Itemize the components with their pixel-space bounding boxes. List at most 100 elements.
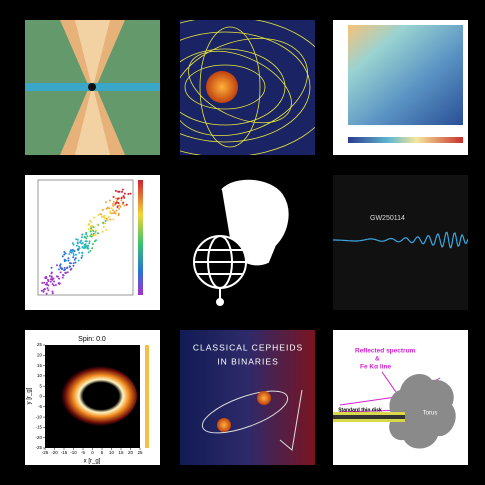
scatter-dot bbox=[117, 190, 120, 193]
scatter-dot bbox=[89, 225, 92, 228]
x-tick-label: -15 bbox=[61, 450, 68, 455]
scatter-dot bbox=[41, 282, 44, 285]
scatter-dot bbox=[118, 207, 121, 210]
scatter-dot bbox=[93, 216, 96, 219]
scatter-dot bbox=[84, 243, 87, 246]
scatter-dot bbox=[115, 209, 118, 212]
scatter-dot bbox=[74, 261, 77, 264]
x-tick-label: 15 bbox=[118, 450, 124, 455]
y-tick-label: -25 bbox=[35, 445, 42, 450]
scatter-dot bbox=[80, 239, 83, 242]
scatter-dot bbox=[46, 287, 49, 290]
scatter-dot bbox=[72, 256, 75, 259]
scatter-dot bbox=[80, 256, 83, 259]
scatter-dot bbox=[61, 255, 64, 258]
magnetosphere bbox=[180, 20, 315, 155]
scatter-dot bbox=[105, 229, 108, 232]
scatter-dot bbox=[88, 242, 91, 245]
scatter-dot bbox=[103, 216, 106, 219]
scatter-dot bbox=[66, 267, 69, 270]
scatter-dot bbox=[44, 277, 47, 280]
scatter-dot bbox=[63, 258, 66, 261]
scatter-dot bbox=[83, 235, 86, 238]
scatter-dot bbox=[112, 204, 115, 207]
reflected-label: Reflected spectrum bbox=[355, 348, 416, 355]
scatter-dot bbox=[105, 207, 108, 210]
x-tick-label: -20 bbox=[51, 450, 58, 455]
fe-line-label: Fe Kα line bbox=[360, 364, 391, 371]
cover-line-1: CLASSICAL CEPHEIDS bbox=[193, 342, 303, 352]
scatter-dot bbox=[68, 253, 71, 256]
torus-label: Torus bbox=[423, 411, 438, 417]
scatter-dot bbox=[103, 222, 106, 225]
scatter-dot bbox=[77, 259, 80, 262]
scatter-dot bbox=[51, 290, 54, 293]
scatter-dot bbox=[72, 262, 75, 265]
scatter-dot bbox=[101, 208, 104, 211]
scatter-dot bbox=[111, 202, 114, 205]
y-tick-label: -20 bbox=[35, 435, 42, 440]
scatter-dot bbox=[51, 283, 54, 286]
scatter-dot bbox=[78, 251, 81, 254]
scatter-dot bbox=[55, 264, 58, 267]
scatter-dot bbox=[45, 292, 48, 295]
scatter-dot bbox=[117, 212, 120, 215]
scatter-dot bbox=[107, 216, 110, 219]
scatter-dot bbox=[85, 233, 88, 236]
scatter-dot bbox=[102, 225, 105, 228]
scatter-dot bbox=[91, 247, 94, 250]
scatter-dot bbox=[68, 265, 71, 268]
scatter-dot bbox=[90, 233, 93, 236]
black-hole-plot: Spin: 0.0 x [r_g] y [r_g] -25 -20 -15 -10 -5… bbox=[25, 330, 160, 465]
x-tick-label: -25 bbox=[42, 450, 49, 455]
scatter-dot bbox=[65, 259, 68, 262]
scatter-dot bbox=[116, 206, 119, 209]
scatter-dot bbox=[75, 253, 78, 256]
cover-line-2: IN BINARIES bbox=[217, 356, 279, 366]
scatter-dot bbox=[53, 280, 56, 283]
scatter-dot bbox=[94, 233, 97, 236]
scatter-dot bbox=[63, 268, 66, 271]
scatter-dot bbox=[56, 275, 59, 278]
scatter-dot bbox=[102, 221, 105, 224]
y-tick-label: 25 bbox=[37, 342, 43, 347]
scatter-dot bbox=[120, 197, 123, 200]
copernicus-logo bbox=[193, 179, 289, 306]
scatter-dot bbox=[72, 252, 75, 255]
scatter-dot bbox=[123, 204, 126, 207]
scatter-dot bbox=[118, 204, 121, 207]
scatter-dot bbox=[47, 284, 50, 287]
x-tick-label: 25 bbox=[137, 450, 143, 455]
scatter-dot bbox=[81, 254, 84, 257]
scatter-dot bbox=[70, 267, 73, 270]
scatter-dot bbox=[108, 199, 111, 202]
scatter-dot bbox=[59, 271, 62, 274]
cepheids-cover: CLASSICAL CEPHEIDS IN BINARIES bbox=[180, 330, 315, 465]
scatter-dot bbox=[88, 240, 91, 243]
scatter-dot bbox=[81, 233, 84, 236]
scatter-dot bbox=[93, 240, 96, 243]
gravitational-wave: GW250114 bbox=[333, 175, 468, 310]
y-axis-label: y [r_g] bbox=[27, 387, 33, 404]
scatter-dot bbox=[63, 253, 66, 256]
scatter-dot bbox=[88, 219, 91, 222]
scatter-dot bbox=[64, 252, 67, 255]
scatter-dot bbox=[50, 266, 53, 269]
scatter-dot bbox=[114, 202, 117, 205]
scatter-dot bbox=[114, 203, 117, 206]
scatter-dot bbox=[63, 251, 66, 254]
scatter-dot bbox=[80, 236, 83, 239]
scatter-dot bbox=[112, 209, 115, 212]
scatter-dot bbox=[91, 234, 94, 237]
scatter-dot bbox=[100, 213, 103, 216]
scatter-dot bbox=[104, 201, 107, 204]
scatter-dot bbox=[75, 238, 78, 241]
scatter-dot bbox=[90, 229, 93, 232]
scatter-dot bbox=[54, 283, 57, 286]
y-tick-label: 0 bbox=[39, 394, 42, 399]
scatter-dot bbox=[120, 199, 123, 202]
scatter-dot bbox=[85, 240, 88, 243]
y-tick-label: -10 bbox=[35, 414, 42, 419]
scatter-dot bbox=[72, 243, 75, 246]
scatter-dot bbox=[92, 229, 95, 232]
